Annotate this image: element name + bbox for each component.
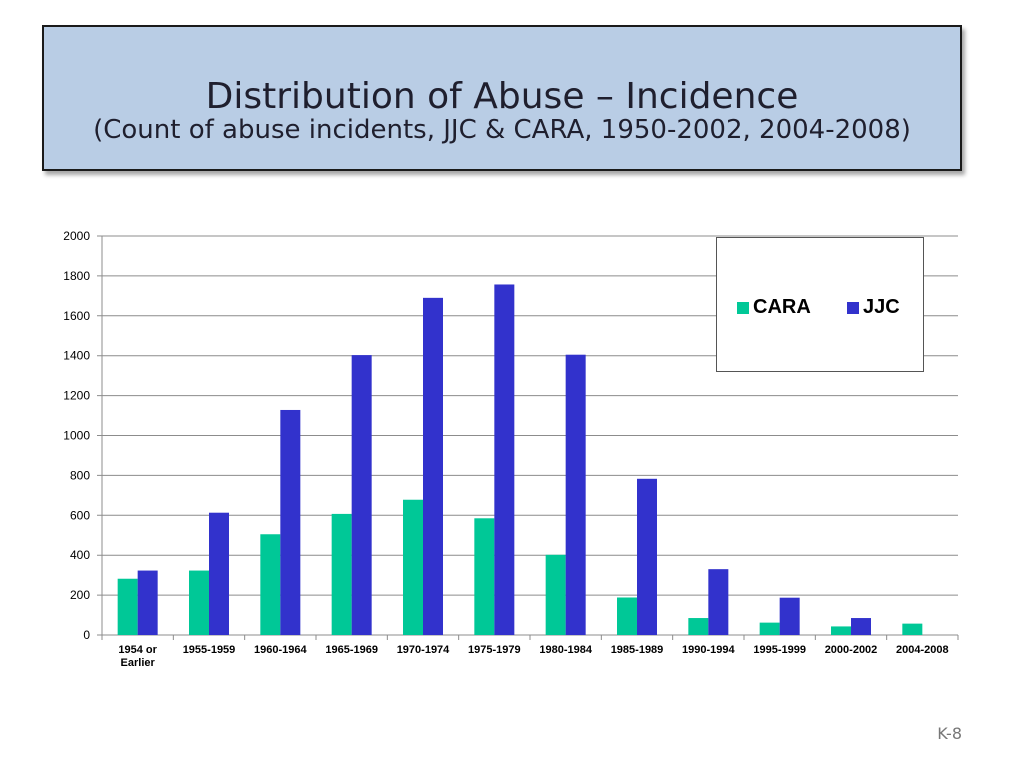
x-tick-label: 2000-2002 — [825, 644, 878, 656]
y-tick-label: 0 — [83, 628, 90, 642]
legend-item-cara: CARA — [737, 296, 811, 319]
y-tick-label: 200 — [70, 588, 90, 602]
title-box: Distribution of Abuse – Incidence (Count… — [42, 25, 962, 171]
bar-cara — [759, 622, 780, 635]
y-tick-label: 1200 — [63, 389, 90, 403]
y-tick-label: 800 — [70, 468, 90, 482]
legend-swatch-cara — [737, 301, 749, 314]
x-tick-label: 1990-1994 — [682, 644, 735, 656]
legend-label-jjc: JJC — [863, 296, 900, 318]
bar-jjc — [137, 570, 158, 635]
bar-jjc — [565, 354, 586, 635]
bar-cara — [474, 518, 495, 635]
bar-cara — [545, 554, 566, 635]
bar-cara — [331, 513, 352, 635]
x-axis-ticks: 1954 or Earlier 1955-1959 1960-1964 1965-196… — [118, 644, 948, 669]
bar-jjc — [779, 597, 800, 635]
bar-cara — [902, 623, 923, 635]
bar-jjc — [708, 569, 729, 635]
bar-cara — [189, 570, 209, 635]
y-tick-label: 600 — [70, 508, 90, 522]
y-tick-label: 2000 — [63, 229, 90, 243]
bar-cara — [688, 618, 709, 635]
bar-jjc — [209, 512, 229, 635]
chart-bars — [117, 284, 923, 635]
x-tick-label: 1980-1984 — [539, 644, 592, 656]
bar-cara — [403, 499, 423, 635]
x-tick-label: 1995-1999 — [753, 644, 806, 656]
bar-jjc — [280, 409, 301, 635]
legend-label-cara: CARA — [753, 296, 811, 318]
bar-jjc — [494, 284, 515, 635]
x-tick-label: 1954 or Earlier — [118, 644, 157, 669]
bar-cara — [260, 534, 281, 635]
y-axis-ticks: 0 200 400 600 800 1000 1200 1400 1600 1800 2000 — [63, 229, 90, 642]
y-tick-label: 1800 — [63, 269, 90, 283]
y-tick-label: 1000 — [63, 429, 90, 443]
bar-cara — [117, 578, 138, 635]
bar-jjc — [851, 618, 871, 635]
x-tick-label: 1965-1969 — [325, 644, 378, 656]
x-tick-label: 1970-1974 — [397, 644, 450, 656]
y-tick-label: 400 — [70, 548, 90, 562]
x-tick-label: 1985-1989 — [611, 644, 664, 656]
x-tick-label: 1975-1979 — [468, 644, 521, 656]
bar-cara — [617, 597, 637, 635]
bar-jjc — [423, 297, 443, 635]
page-title: Distribution of Abuse – Incidence — [205, 76, 799, 117]
page-number: K-8 — [937, 724, 962, 743]
bar-jjc — [637, 478, 657, 635]
y-tick-label: 1400 — [63, 349, 90, 363]
legend-swatch-jjc — [847, 301, 859, 314]
chart-legend: CARA JJC — [716, 237, 924, 372]
x-tick-label: 2004-2008 — [896, 644, 949, 656]
y-tick-label: 1600 — [63, 309, 90, 323]
legend-item-jjc: JJC — [847, 296, 900, 319]
x-tick-label: 1960-1964 — [254, 644, 307, 656]
page-subtitle: (Count of abuse incidents, JJC & CARA, 1… — [93, 115, 911, 145]
bar-cara — [831, 626, 851, 635]
bar-jjc — [351, 355, 372, 635]
x-tick-label: 1955-1959 — [183, 644, 236, 656]
